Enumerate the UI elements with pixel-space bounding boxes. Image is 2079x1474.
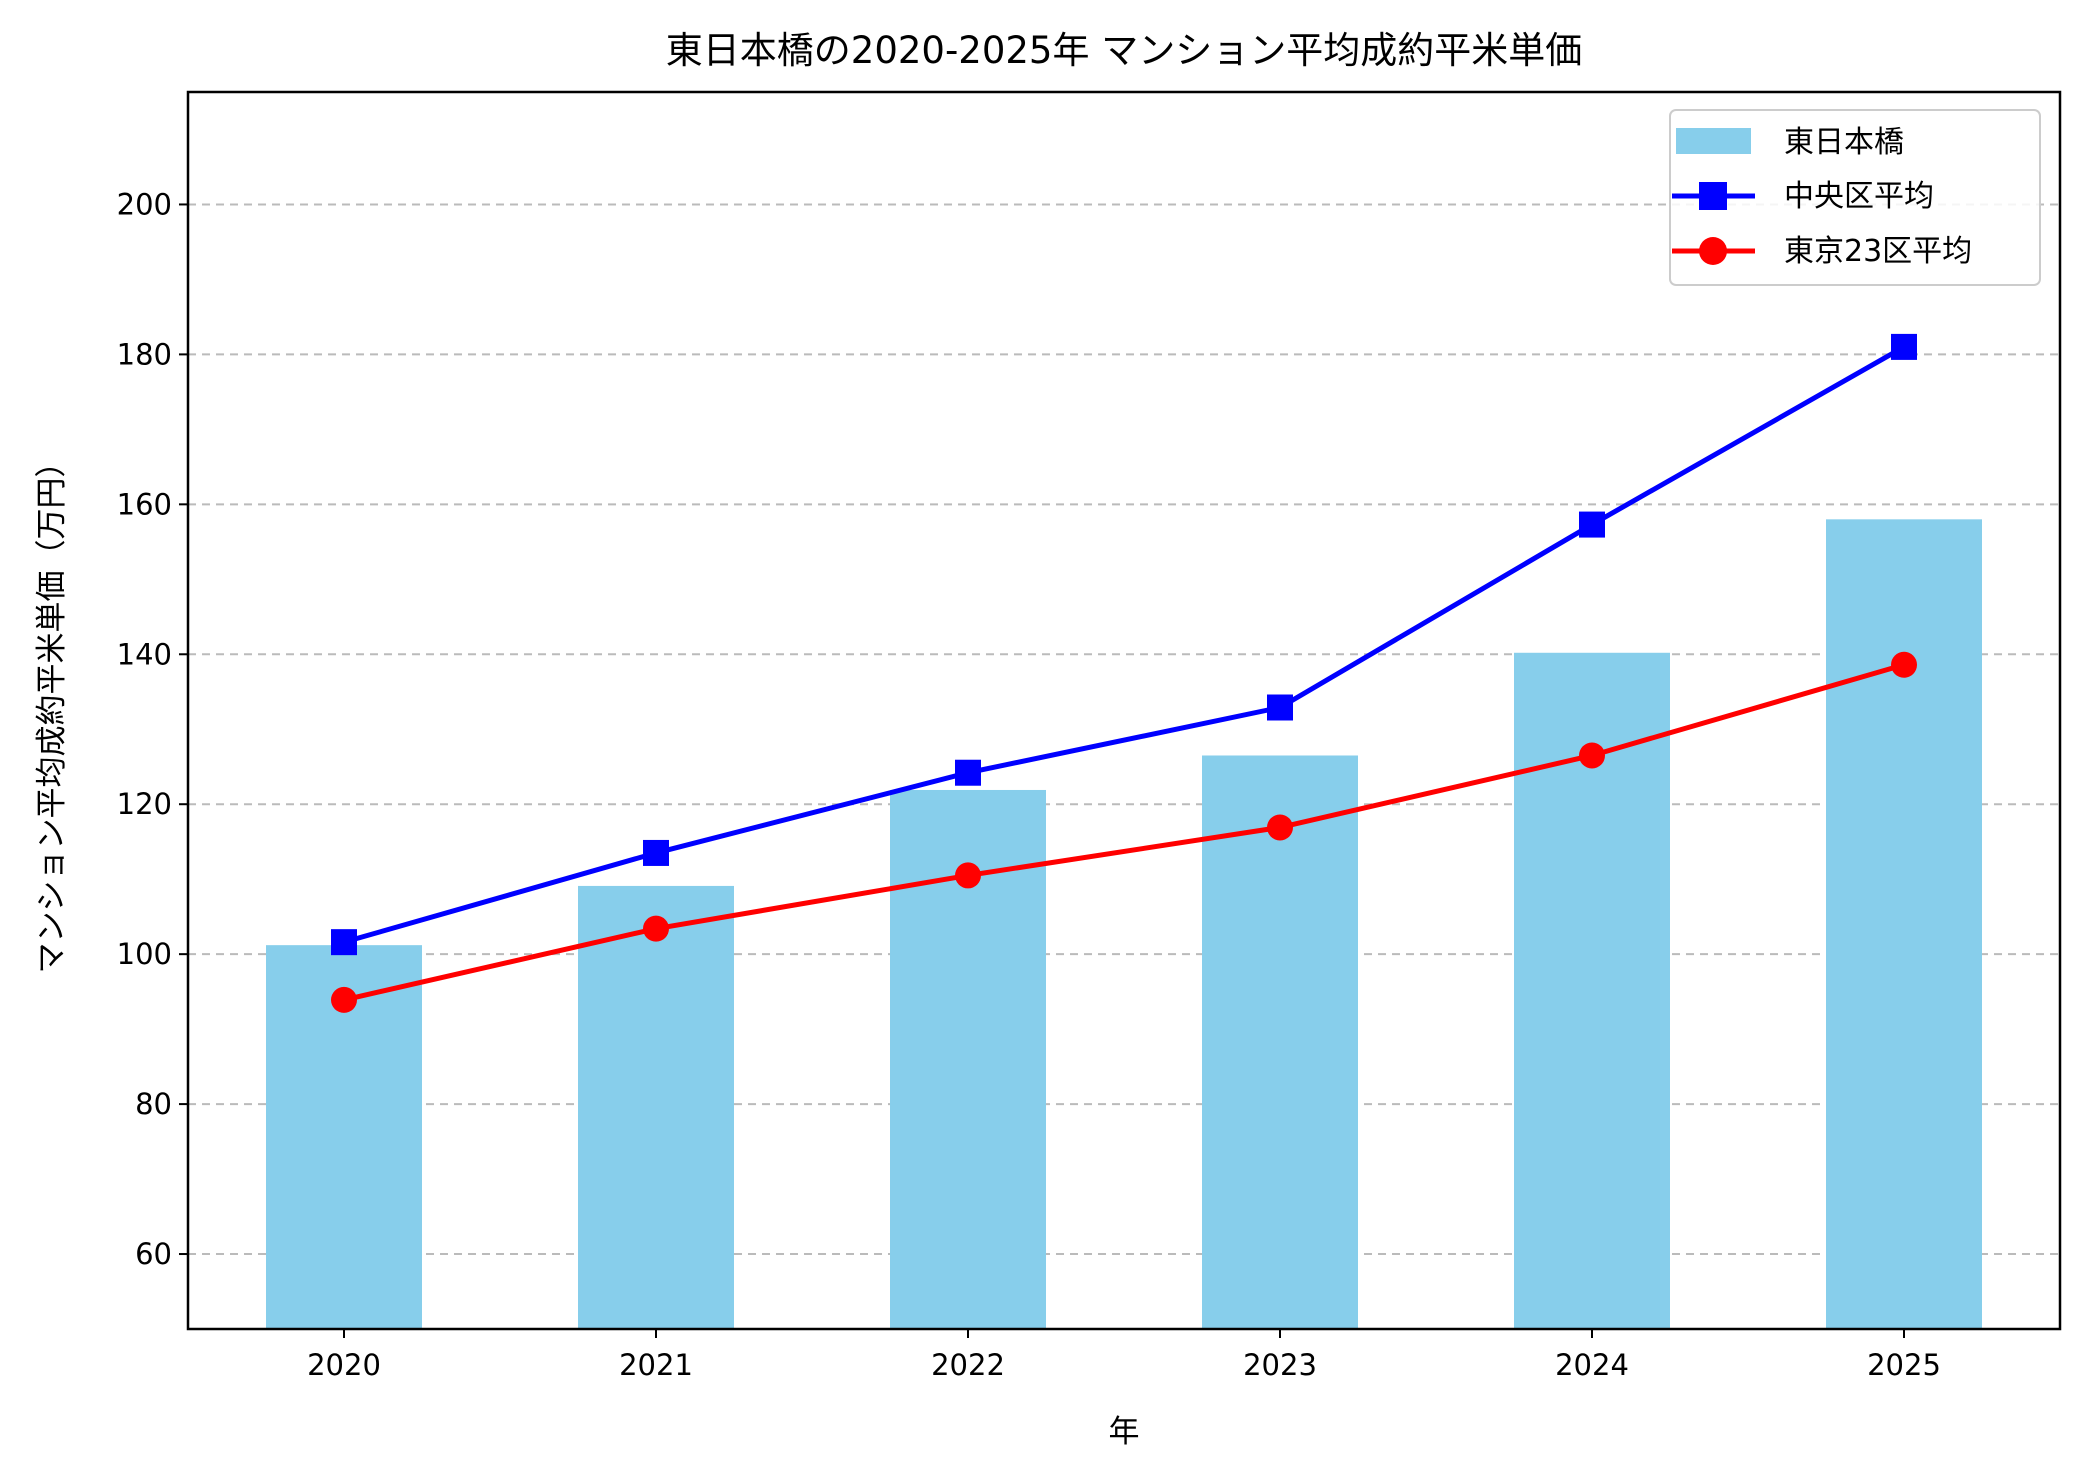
legend-marker-square xyxy=(1699,182,1727,210)
legend-swatch-bar xyxy=(1676,128,1751,154)
y-axis-label: マンション平均成約平米単価（万円） xyxy=(34,447,70,974)
lines xyxy=(331,333,1917,1013)
legend-frame xyxy=(1669,109,2041,286)
x-tick-label: 2020 xyxy=(307,1348,381,1382)
point-marker-2-2024 xyxy=(1579,742,1605,769)
x-tick-label: 2025 xyxy=(1867,1348,1941,1382)
point-marker-2-2022 xyxy=(955,862,981,889)
legend-marker-circle xyxy=(1699,237,1727,265)
bar-2021 xyxy=(578,885,734,1329)
grid xyxy=(188,203,2060,1256)
plot-frame xyxy=(186,90,2062,1331)
point-marker-2-2023 xyxy=(1267,814,1293,841)
legend: 東日本橋 中央区平均 東京23区平均 xyxy=(1669,109,2041,286)
legend-label-0: 東日本橋 xyxy=(1784,125,1904,160)
y-axis: 60 80 100 120 140 160 180 200 xyxy=(117,187,188,1271)
x-tick-label: 2021 xyxy=(619,1348,693,1382)
point-marker-1-2022 xyxy=(955,759,981,786)
x-axis-label: 年 xyxy=(1109,1414,1140,1450)
y-tick-label: 60 xyxy=(135,1237,172,1271)
x-tick-label: 2023 xyxy=(1243,1348,1317,1382)
point-marker-1-2024 xyxy=(1579,511,1605,538)
x-tick-label: 2022 xyxy=(931,1348,1005,1382)
legend-label-1: 中央区平均 xyxy=(1784,179,1934,214)
point-marker-2-2021 xyxy=(643,915,669,942)
series-line-1 xyxy=(343,344,1906,945)
y-tick-label: 120 xyxy=(117,787,172,821)
y-tick-label: 140 xyxy=(117,637,172,671)
point-marker-2-2025 xyxy=(1891,651,1917,678)
y-tick-label: 160 xyxy=(117,487,172,521)
bar-2025 xyxy=(1826,519,1982,1329)
x-axis: 2020 2021 2022 2023 2024 2025 xyxy=(307,1329,1941,1382)
point-marker-1-2020 xyxy=(331,929,357,956)
y-tick-label: 80 xyxy=(135,1087,172,1121)
chart-title: 東日本橋の2020-2025年 マンション平均成約平米単価 xyxy=(666,29,1582,72)
y-tick-label: 180 xyxy=(117,337,172,371)
point-marker-1-2021 xyxy=(643,839,669,866)
point-marker-1-2023 xyxy=(1267,694,1293,721)
y-tick-label: 100 xyxy=(117,937,172,971)
series-line-2 xyxy=(343,662,1905,1003)
point-marker-1-2025 xyxy=(1891,333,1917,360)
x-tick-label: 2024 xyxy=(1555,1348,1629,1382)
bar-2023 xyxy=(1202,755,1358,1329)
legend-label-2: 東京23区平均 xyxy=(1784,234,1972,269)
point-marker-2-2020 xyxy=(331,986,357,1013)
y-tick-label: 200 xyxy=(117,187,172,221)
